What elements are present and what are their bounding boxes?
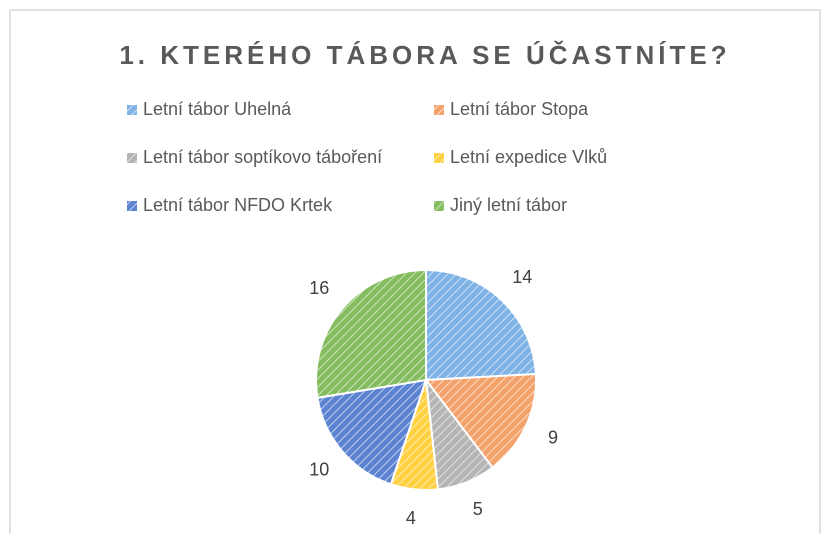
legend-swatch (434, 105, 444, 115)
chart-title: 1. KTERÉHO TÁBORA SE ÚČASTNÍTE? (119, 40, 730, 70)
legend-label: Letní expedice Vlků (450, 147, 607, 167)
legend-label: Letní tábor NFDO Krtek (143, 195, 333, 215)
legend-label: Letní tábor Stopa (450, 99, 589, 119)
data-label: 4 (406, 508, 416, 528)
data-label: 10 (309, 459, 329, 479)
legend-swatch (127, 201, 137, 211)
legend-label: Letní tábor Uhelná (143, 99, 292, 119)
pie-slice (424, 372, 537, 469)
legend-label: Jiný letní tábor (450, 195, 567, 215)
legend-swatch (434, 153, 444, 163)
data-label: 5 (473, 499, 483, 519)
pie-slice (425, 268, 537, 382)
pie-slice (315, 268, 427, 399)
legend-swatch (127, 153, 137, 163)
data-label: 16 (309, 278, 329, 298)
data-label: 14 (512, 267, 532, 287)
chart-border (9, 9, 821, 534)
legend-label: Letní tábor soptíkovo táboření (143, 147, 382, 167)
legend-swatch (127, 105, 137, 115)
pie-slice (316, 378, 428, 486)
data-label: 9 (548, 428, 558, 448)
legend-swatch (434, 201, 444, 211)
